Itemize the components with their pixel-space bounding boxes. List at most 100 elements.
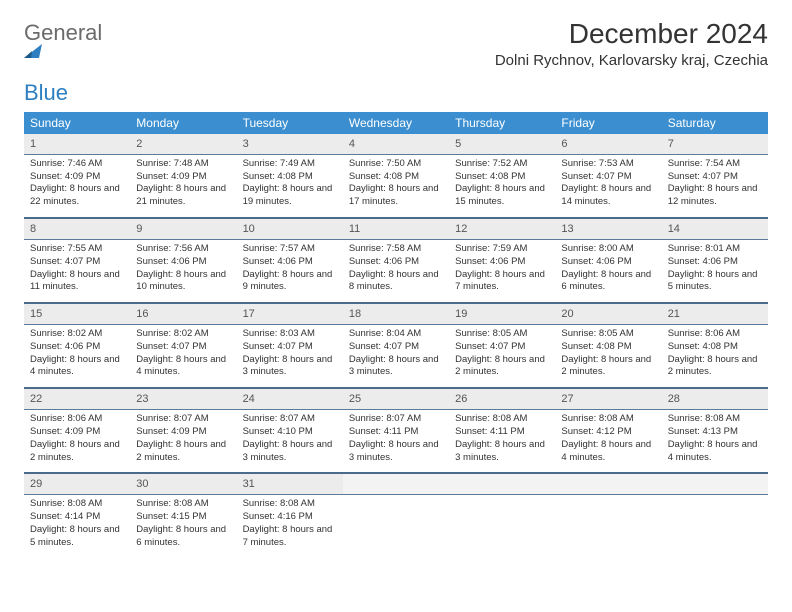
- day-number: 3: [237, 134, 343, 154]
- daylight-line: Daylight: 8 hours and 14 minutes.: [561, 183, 655, 209]
- day-cell: Sunrise: 7:50 AMSunset: 4:08 PMDaylight:…: [343, 155, 449, 217]
- day-number: 20: [555, 304, 661, 324]
- sunset-line: Sunset: 4:09 PM: [30, 426, 124, 439]
- sunset-line: Sunset: 4:14 PM: [30, 511, 124, 524]
- logo: General Blue: [24, 22, 102, 104]
- day-cell: Sunrise: 7:59 AMSunset: 4:06 PMDaylight:…: [449, 240, 555, 302]
- day-number: [343, 474, 449, 494]
- daylight-line: Daylight: 8 hours and 2 minutes.: [136, 439, 230, 465]
- day-number: 4: [343, 134, 449, 154]
- logo-text: General Blue: [24, 22, 102, 104]
- day-cell: Sunrise: 8:01 AMSunset: 4:06 PMDaylight:…: [662, 240, 768, 302]
- day-number: 17: [237, 304, 343, 324]
- daylight-line: Daylight: 8 hours and 6 minutes.: [136, 524, 230, 550]
- daylight-line: Daylight: 8 hours and 4 minutes.: [561, 439, 655, 465]
- sunset-line: Sunset: 4:07 PM: [136, 341, 230, 354]
- weekday-header: Wednesday: [343, 112, 449, 134]
- sunrise-line: Sunrise: 7:58 AM: [349, 243, 443, 256]
- sunset-line: Sunset: 4:11 PM: [349, 426, 443, 439]
- daylight-line: Daylight: 8 hours and 6 minutes.: [561, 269, 655, 295]
- sunset-line: Sunset: 4:06 PM: [243, 256, 337, 269]
- sunrise-line: Sunrise: 8:07 AM: [243, 413, 337, 426]
- day-number: 26: [449, 389, 555, 409]
- day-number: 24: [237, 389, 343, 409]
- sunrise-line: Sunrise: 8:08 AM: [561, 413, 655, 426]
- sunrise-line: Sunrise: 7:46 AM: [30, 158, 124, 171]
- sunset-line: Sunset: 4:15 PM: [136, 511, 230, 524]
- sunset-line: Sunset: 4:07 PM: [455, 341, 549, 354]
- day-cell: Sunrise: 8:08 AMSunset: 4:15 PMDaylight:…: [130, 495, 236, 557]
- daylight-line: Daylight: 8 hours and 15 minutes.: [455, 183, 549, 209]
- sunset-line: Sunset: 4:09 PM: [30, 171, 124, 184]
- day-cell: Sunrise: 8:07 AMSunset: 4:11 PMDaylight:…: [343, 410, 449, 472]
- day-cell: Sunrise: 8:05 AMSunset: 4:07 PMDaylight:…: [449, 325, 555, 387]
- month-title: December 2024: [495, 18, 768, 50]
- location: Dolni Rychnov, Karlovarsky kraj, Czechia: [495, 52, 768, 69]
- sunset-line: Sunset: 4:09 PM: [136, 171, 230, 184]
- day-number: 28: [662, 389, 768, 409]
- weekday-header: Saturday: [662, 112, 768, 134]
- day-cell: Sunrise: 7:57 AMSunset: 4:06 PMDaylight:…: [237, 240, 343, 302]
- daylight-line: Daylight: 8 hours and 3 minutes.: [349, 439, 443, 465]
- day-number: 14: [662, 219, 768, 239]
- sunset-line: Sunset: 4:12 PM: [561, 426, 655, 439]
- day-number: [555, 474, 661, 494]
- day-cell: Sunrise: 8:03 AMSunset: 4:07 PMDaylight:…: [237, 325, 343, 387]
- day-cell: [343, 495, 449, 553]
- sunset-line: Sunset: 4:06 PM: [30, 341, 124, 354]
- sunset-line: Sunset: 4:06 PM: [136, 256, 230, 269]
- sunrise-line: Sunrise: 8:02 AM: [30, 328, 124, 341]
- day-cell: Sunrise: 8:05 AMSunset: 4:08 PMDaylight:…: [555, 325, 661, 387]
- day-cell: Sunrise: 8:08 AMSunset: 4:14 PMDaylight:…: [24, 495, 130, 557]
- day-number: 21: [662, 304, 768, 324]
- sunset-line: Sunset: 4:07 PM: [30, 256, 124, 269]
- sunset-line: Sunset: 4:08 PM: [455, 171, 549, 184]
- sunrise-line: Sunrise: 8:01 AM: [668, 243, 762, 256]
- day-cell: Sunrise: 8:07 AMSunset: 4:09 PMDaylight:…: [130, 410, 236, 472]
- sunrise-line: Sunrise: 8:08 AM: [136, 498, 230, 511]
- day-cell: Sunrise: 8:08 AMSunset: 4:11 PMDaylight:…: [449, 410, 555, 472]
- weekday-header: Thursday: [449, 112, 555, 134]
- daylight-line: Daylight: 8 hours and 5 minutes.: [30, 524, 124, 550]
- daylight-line: Daylight: 8 hours and 5 minutes.: [668, 269, 762, 295]
- sunrise-line: Sunrise: 7:55 AM: [30, 243, 124, 256]
- daylight-line: Daylight: 8 hours and 7 minutes.: [243, 524, 337, 550]
- weekday-header: Monday: [130, 112, 236, 134]
- daylight-line: Daylight: 8 hours and 2 minutes.: [561, 354, 655, 380]
- day-cell: [449, 495, 555, 553]
- sunrise-line: Sunrise: 8:08 AM: [30, 498, 124, 511]
- day-cell: Sunrise: 7:58 AMSunset: 4:06 PMDaylight:…: [343, 240, 449, 302]
- sunset-line: Sunset: 4:16 PM: [243, 511, 337, 524]
- daylight-line: Daylight: 8 hours and 4 minutes.: [668, 439, 762, 465]
- sunset-line: Sunset: 4:11 PM: [455, 426, 549, 439]
- daylight-line: Daylight: 8 hours and 8 minutes.: [349, 269, 443, 295]
- daylight-line: Daylight: 8 hours and 7 minutes.: [455, 269, 549, 295]
- daylight-line: Daylight: 8 hours and 4 minutes.: [30, 354, 124, 380]
- sunset-line: Sunset: 4:08 PM: [349, 171, 443, 184]
- day-number: 18: [343, 304, 449, 324]
- daylight-line: Daylight: 8 hours and 9 minutes.: [243, 269, 337, 295]
- day-number: 31: [237, 474, 343, 494]
- sunrise-line: Sunrise: 8:04 AM: [349, 328, 443, 341]
- sunrise-line: Sunrise: 8:07 AM: [349, 413, 443, 426]
- day-number: 1: [24, 134, 130, 154]
- daylight-line: Daylight: 8 hours and 11 minutes.: [30, 269, 124, 295]
- sunrise-line: Sunrise: 8:06 AM: [30, 413, 124, 426]
- sunrise-line: Sunrise: 8:02 AM: [136, 328, 230, 341]
- sunrise-line: Sunrise: 8:05 AM: [455, 328, 549, 341]
- day-number: 22: [24, 389, 130, 409]
- title-block: December 2024 Dolni Rychnov, Karlovarsky…: [495, 18, 768, 69]
- daylight-line: Daylight: 8 hours and 3 minutes.: [243, 439, 337, 465]
- sunrise-line: Sunrise: 7:52 AM: [455, 158, 549, 171]
- weekday-header: Sunday: [24, 112, 130, 134]
- day-number: 30: [130, 474, 236, 494]
- daylight-line: Daylight: 8 hours and 19 minutes.: [243, 183, 337, 209]
- day-cell: Sunrise: 7:52 AMSunset: 4:08 PMDaylight:…: [449, 155, 555, 217]
- sail-icon: [24, 44, 102, 60]
- daylight-line: Daylight: 8 hours and 21 minutes.: [136, 183, 230, 209]
- sunrise-line: Sunrise: 7:48 AM: [136, 158, 230, 171]
- day-number: 10: [237, 219, 343, 239]
- daylight-line: Daylight: 8 hours and 2 minutes.: [668, 354, 762, 380]
- sunrise-line: Sunrise: 8:08 AM: [668, 413, 762, 426]
- day-number: 15: [24, 304, 130, 324]
